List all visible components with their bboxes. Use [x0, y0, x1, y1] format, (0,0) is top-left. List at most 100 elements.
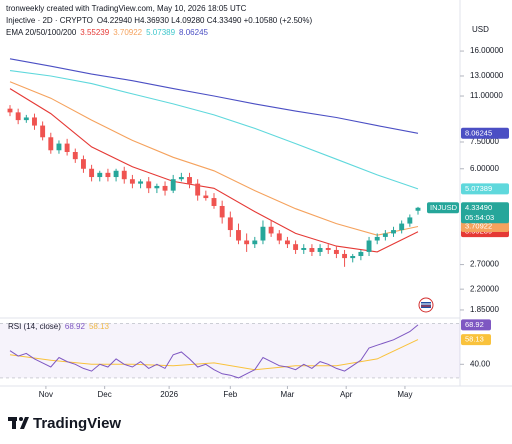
candle-body [399, 223, 405, 231]
candle-body [187, 177, 192, 184]
candle-body [40, 125, 46, 138]
rsi-legend: RSI (14, close) 68.92 58.13 [8, 322, 110, 331]
candle-body [268, 226, 274, 234]
rsi-ma-value: 58.13 [89, 322, 110, 331]
ohlc: O4.22940 H4.36930 L4.09280 C4.33490 +0.1… [97, 16, 313, 25]
last-price-badge [461, 202, 509, 224]
candle-body [105, 172, 111, 178]
symbol-tag-label: INJUSD [430, 203, 458, 212]
ema-line [9, 81, 419, 236]
ema-value: 8.06245 [179, 28, 208, 37]
candle-body [89, 168, 95, 178]
ema-title: EMA 20/50/100/200 [6, 28, 77, 37]
ema-line [9, 58, 419, 134]
candle-body [80, 159, 86, 169]
rsi-band [0, 323, 460, 378]
price-badge-label: 5.07389 [465, 184, 492, 193]
candle-body [293, 244, 299, 250]
candle-body [382, 233, 388, 237]
candle-body [301, 248, 307, 250]
candle-body [407, 217, 413, 224]
candle-body [317, 248, 323, 252]
x-tick-label: Nov [39, 390, 53, 399]
candle-body [219, 205, 225, 218]
candle-body [366, 240, 372, 252]
y-tick-label: 13.00000 [470, 71, 504, 80]
countdown: 05:54:03 [465, 213, 494, 222]
price-badge-label: 3.70922 [465, 221, 492, 230]
currency: USD [472, 25, 489, 34]
y-tick-label: 1.85000 [470, 305, 499, 314]
candle-body [178, 177, 184, 180]
x-tick-label: Mar [281, 390, 295, 399]
candle-body [121, 170, 127, 180]
candle-body [203, 195, 209, 199]
candle-body [32, 117, 37, 126]
candle-body [284, 240, 290, 245]
candle-body [162, 185, 168, 191]
candle-body [195, 183, 201, 196]
candle-body [64, 143, 70, 152]
flag-icon [418, 297, 434, 313]
ema-line [9, 70, 419, 190]
candle-body [129, 179, 135, 184]
candle-body [415, 207, 421, 211]
price-badge-label: 8.06245 [465, 128, 492, 137]
rsi-title: RSI (14, close) [8, 322, 61, 331]
rsi-line [9, 324, 419, 379]
price-badge [461, 220, 509, 232]
candle-body [252, 240, 258, 245]
ema-value: 3.55239 [80, 28, 109, 37]
candle-body [56, 143, 62, 151]
symbol: Injective · 2D · CRYPTO [6, 16, 93, 25]
candle-body [211, 198, 217, 206]
y-tick-label: 11.00000 [470, 91, 503, 100]
candle-body [154, 185, 160, 189]
candle-body [170, 179, 176, 191]
candle-body [342, 253, 348, 259]
x-tick-label: Dec [98, 390, 112, 399]
candle-body [276, 233, 282, 241]
candle-body [236, 230, 241, 241]
value-badge-label: 68.92 [465, 320, 484, 329]
value-badge-label: 58.13 [465, 335, 484, 344]
y-tick-label: 2.20000 [470, 284, 499, 293]
x-tick-label: Apr [340, 390, 353, 399]
y-tick-label: 6.00000 [470, 164, 499, 173]
candle-body [333, 249, 339, 254]
rsi-line [9, 339, 419, 371]
value-badge [461, 334, 491, 346]
ema-line [9, 88, 419, 253]
credit: tronweekly created with TradingView.com,… [6, 4, 247, 13]
y-tick-label: 40.00 [470, 359, 491, 368]
candle-body [48, 137, 54, 151]
brand-logo [8, 417, 29, 429]
candle-body [113, 170, 119, 178]
ema-value: 3.70922 [113, 28, 142, 37]
y-tick-label: 16.00000 [470, 46, 504, 55]
x-tick-label: Feb [223, 390, 237, 399]
price-badge [461, 183, 509, 195]
y-tick-label: 7.50000 [470, 137, 499, 146]
y-tick-label: 2.70000 [470, 260, 499, 269]
candle-body [391, 230, 396, 234]
candle-body [358, 251, 364, 257]
candle-body [260, 226, 266, 241]
brand: TradingView [33, 415, 121, 432]
candle-body [374, 236, 380, 241]
candle-body [72, 151, 78, 160]
ema-value: 5.07389 [146, 28, 175, 37]
ema-legend: EMA 20/50/100/200 3.55239 3.70922 5.07389 8.… [6, 28, 209, 37]
candle-body [244, 240, 250, 245]
candle-body [7, 108, 13, 113]
symbol-line: Injective · 2D · CRYPTO O4.22940 H4.36930… [6, 16, 312, 25]
candle-body [97, 172, 103, 178]
candle-body [15, 112, 21, 121]
candle-body [350, 256, 356, 259]
x-tick-label: May [397, 390, 412, 399]
symbol-tag [427, 202, 459, 214]
candle-body [227, 217, 233, 231]
x-tick-label: 2026 [160, 390, 178, 399]
last-price-label: 4.33490 [465, 203, 492, 212]
